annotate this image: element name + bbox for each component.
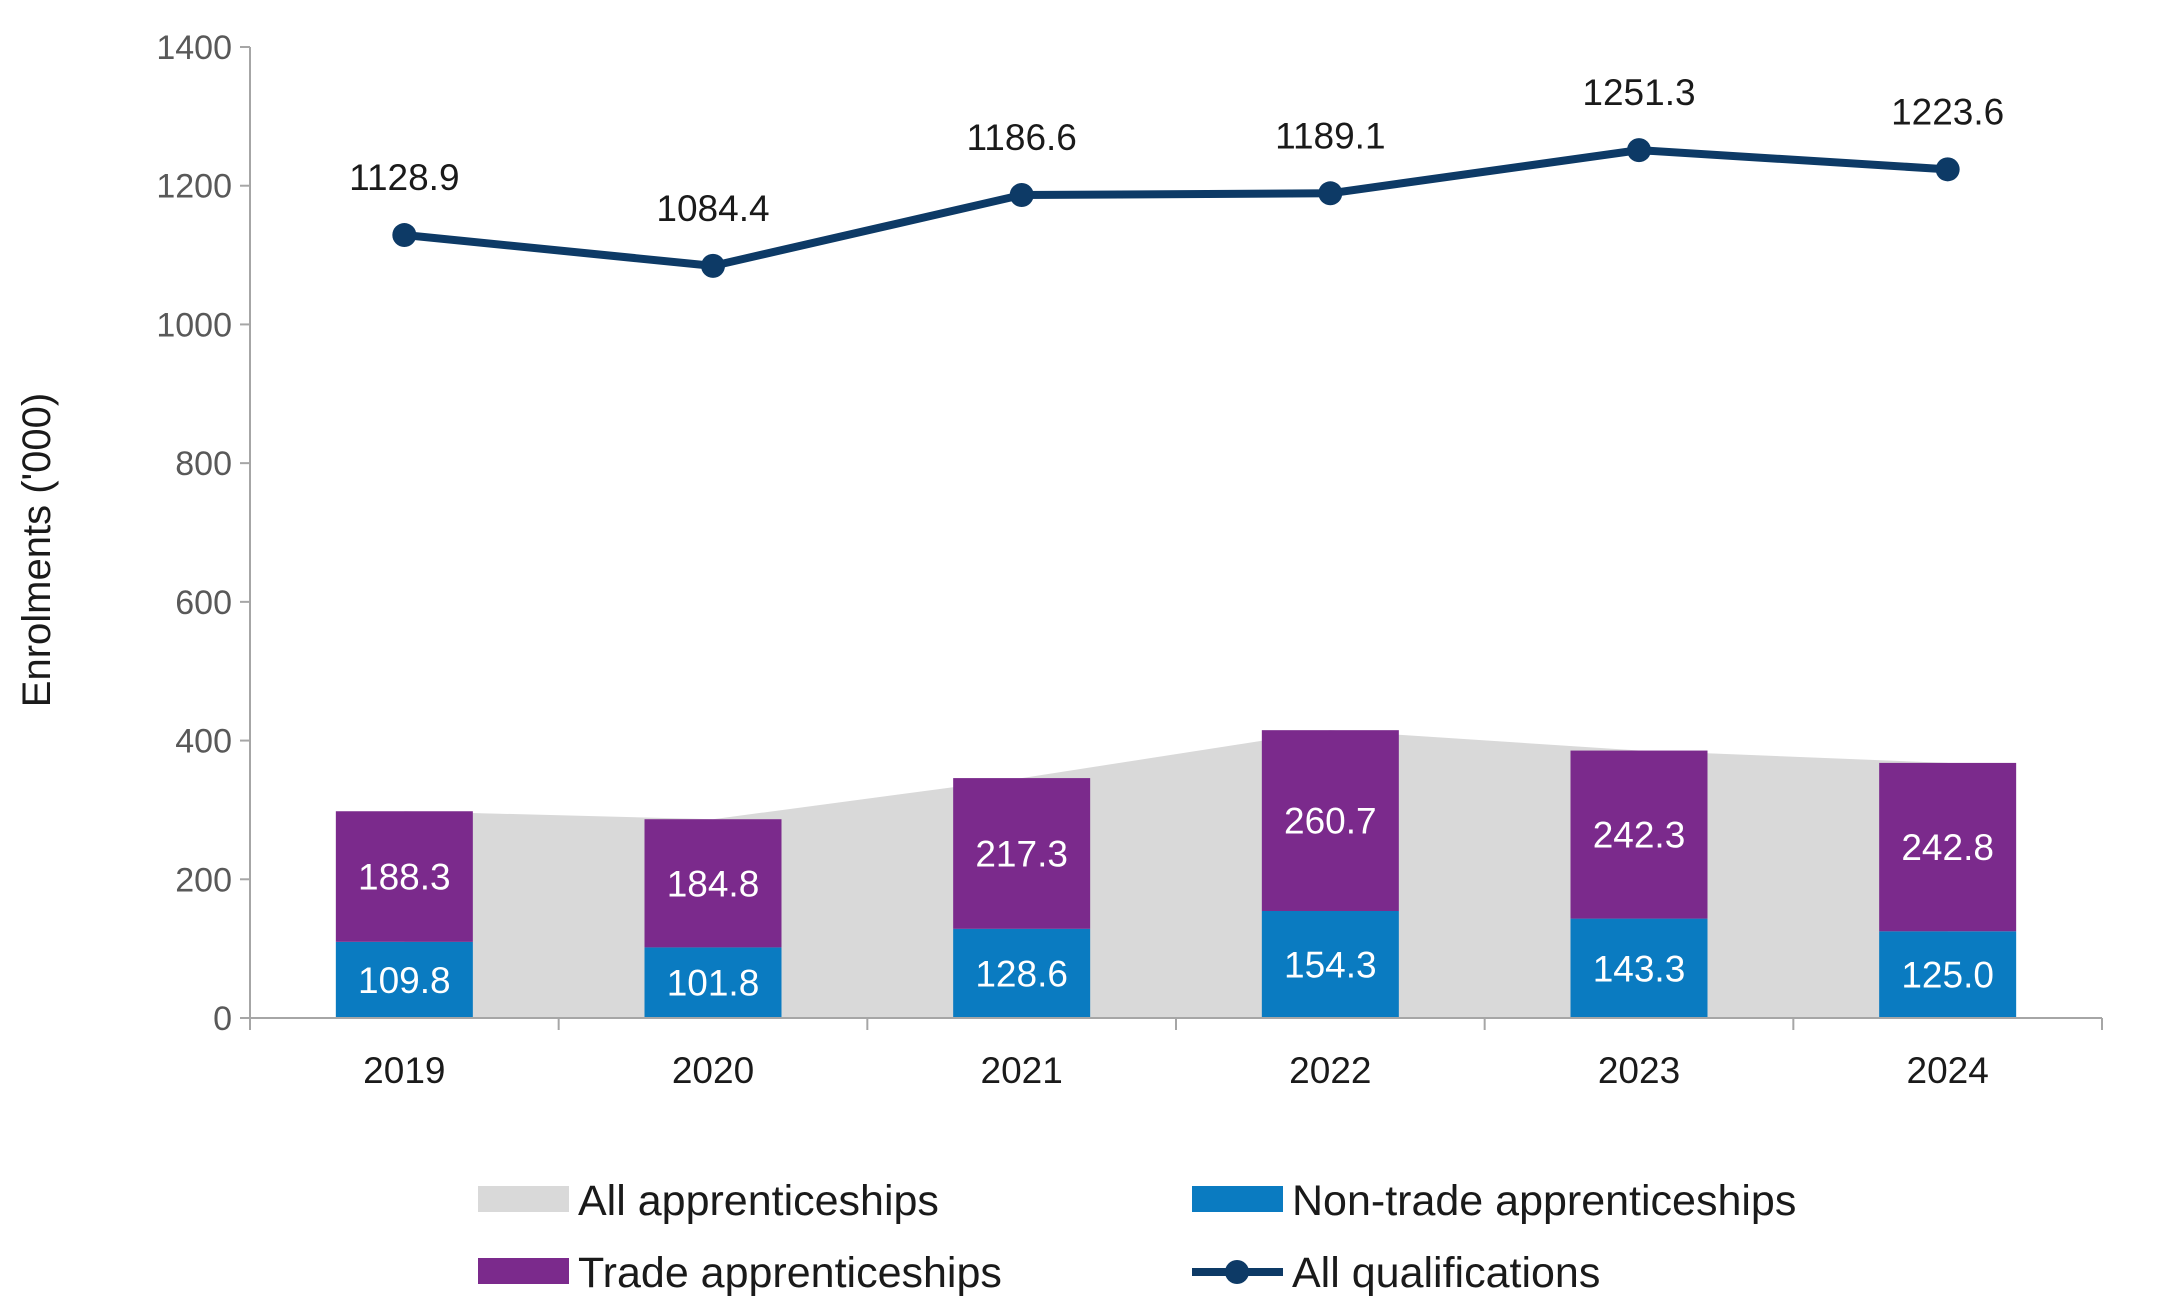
y-tick-label-600: 600: [175, 584, 232, 622]
legend: All apprenticeships Non-trade apprentices…: [478, 1177, 1796, 1297]
x-tick-label-2020: 2020: [672, 1050, 754, 1091]
x-tick-label-2023: 2023: [1598, 1050, 1680, 1091]
y-tick-label-1000: 1000: [156, 306, 232, 344]
data-label-all-qualifications-2020: 1084.4: [656, 188, 769, 229]
data-label-non-trade-apprenticeships-2023: 143.3: [1593, 948, 1686, 989]
data-label-non-trade-apprenticeships-2022: 154.3: [1284, 944, 1377, 985]
data-label-trade-apprenticeships-2021: 217.3: [975, 833, 1068, 874]
y-axis-title: Enrolments ('000): [15, 393, 59, 707]
bar-non-trade-apprenticeships-2022: [1261, 910, 1399, 1018]
legend-swatch-all-apprenticeships: [478, 1186, 569, 1212]
data-label-trade-apprenticeships-2019: 188.3: [358, 857, 451, 898]
bar-trade-apprenticeships-2022: [1261, 730, 1399, 911]
bar-non-trade-apprenticeships-2023: [1570, 918, 1708, 1018]
data-label-trade-apprenticeships-2023: 242.3: [1593, 815, 1686, 856]
y-tick-label-1400: 1400: [156, 29, 232, 67]
legend-label-trade-apprenticeships: Trade apprenticeships: [578, 1249, 1002, 1297]
bar-non-trade-apprenticeships-2021: [953, 928, 1091, 1018]
bar-non-trade-apprenticeships-2019: [335, 941, 473, 1018]
data-label-non-trade-apprenticeships-2021: 128.6: [975, 953, 1068, 994]
marker-all-qualifications-2021: [1009, 183, 1034, 208]
data-label-all-qualifications-2019: 1128.9: [349, 157, 459, 198]
bar-trade-apprenticeships-2023: [1570, 750, 1708, 919]
data-label-trade-apprenticeships-2020: 184.8: [667, 863, 760, 904]
y-tick-label-400: 400: [175, 723, 232, 761]
marker-all-qualifications-2019: [392, 223, 417, 248]
bar-trade-apprenticeships-2019: [335, 811, 473, 942]
area-layer: [404, 730, 1948, 1018]
y-tick-label-0: 0: [213, 1000, 232, 1038]
legend-swatch-non-trade-apprenticeships: [1192, 1186, 1283, 1212]
legend-marker-all-qualifications: [1225, 1260, 1249, 1284]
data-label-trade-apprenticeships-2024: 242.8: [1901, 827, 1994, 868]
data-label-all-qualifications-2024: 1223.6: [1891, 91, 2004, 132]
data-label-all-qualifications-2023: 1251.3: [1582, 72, 1695, 113]
legend-label-all-qualifications: All qualifications: [1292, 1249, 1600, 1297]
bar-trade-apprenticeships-2021: [953, 778, 1091, 929]
marker-all-qualifications-2022: [1318, 181, 1343, 206]
x-tick-label-2021: 2021: [981, 1050, 1063, 1091]
x-tick-label-2022: 2022: [1289, 1050, 1371, 1091]
label-layer: 109.8 101.8 128.6 154.3 143.3 125.0 188.3 184.8…: [349, 72, 2004, 1004]
data-label-non-trade-apprenticeships-2020: 101.8: [667, 963, 760, 1004]
x-tick-label-2019: 2019: [363, 1050, 445, 1091]
legend-swatch-trade-apprenticeships: [478, 1258, 569, 1284]
x-tick-label-2024: 2024: [1907, 1050, 1989, 1091]
y-tick-label-1200: 1200: [156, 168, 232, 206]
data-label-all-qualifications-2021: 1186.6: [966, 117, 1076, 158]
data-label-all-qualifications-2022: 1189.1: [1275, 115, 1385, 156]
bar-non-trade-apprenticeships-2024: [1879, 931, 2017, 1018]
y-tick-label-800: 800: [175, 445, 232, 483]
bar-non-trade-apprenticeships-2020: [644, 947, 782, 1018]
marker-all-qualifications-2023: [1627, 138, 1651, 163]
line-all-qualifications: [400, 146, 1952, 270]
data-label-trade-apprenticeships-2022: 260.7: [1284, 801, 1377, 842]
line-layer: [392, 138, 1960, 278]
y-tick-label-200: 200: [175, 861, 232, 899]
data-label-non-trade-apprenticeships-2024: 125.0: [1901, 955, 1994, 996]
bar-layer: [335, 730, 2017, 1018]
bar-trade-apprenticeships-2024: [1879, 762, 2017, 932]
legend-label-non-trade-apprenticeships: Non-trade apprenticeships: [1292, 1177, 1796, 1225]
bar-trade-apprenticeships-2020: [644, 819, 782, 948]
marker-all-qualifications-2024: [1935, 157, 1960, 182]
marker-all-qualifications-2020: [701, 253, 725, 278]
data-label-non-trade-apprenticeships-2019: 109.8: [358, 960, 451, 1001]
axis-layer: 0 200 400 600 800 1000 1200 1400 2019 2020 2021 202…: [156, 29, 2103, 1091]
area-all-apprenticeships: [404, 730, 1948, 1018]
legend-label-all-apprenticeships: All apprenticeships: [578, 1177, 939, 1225]
